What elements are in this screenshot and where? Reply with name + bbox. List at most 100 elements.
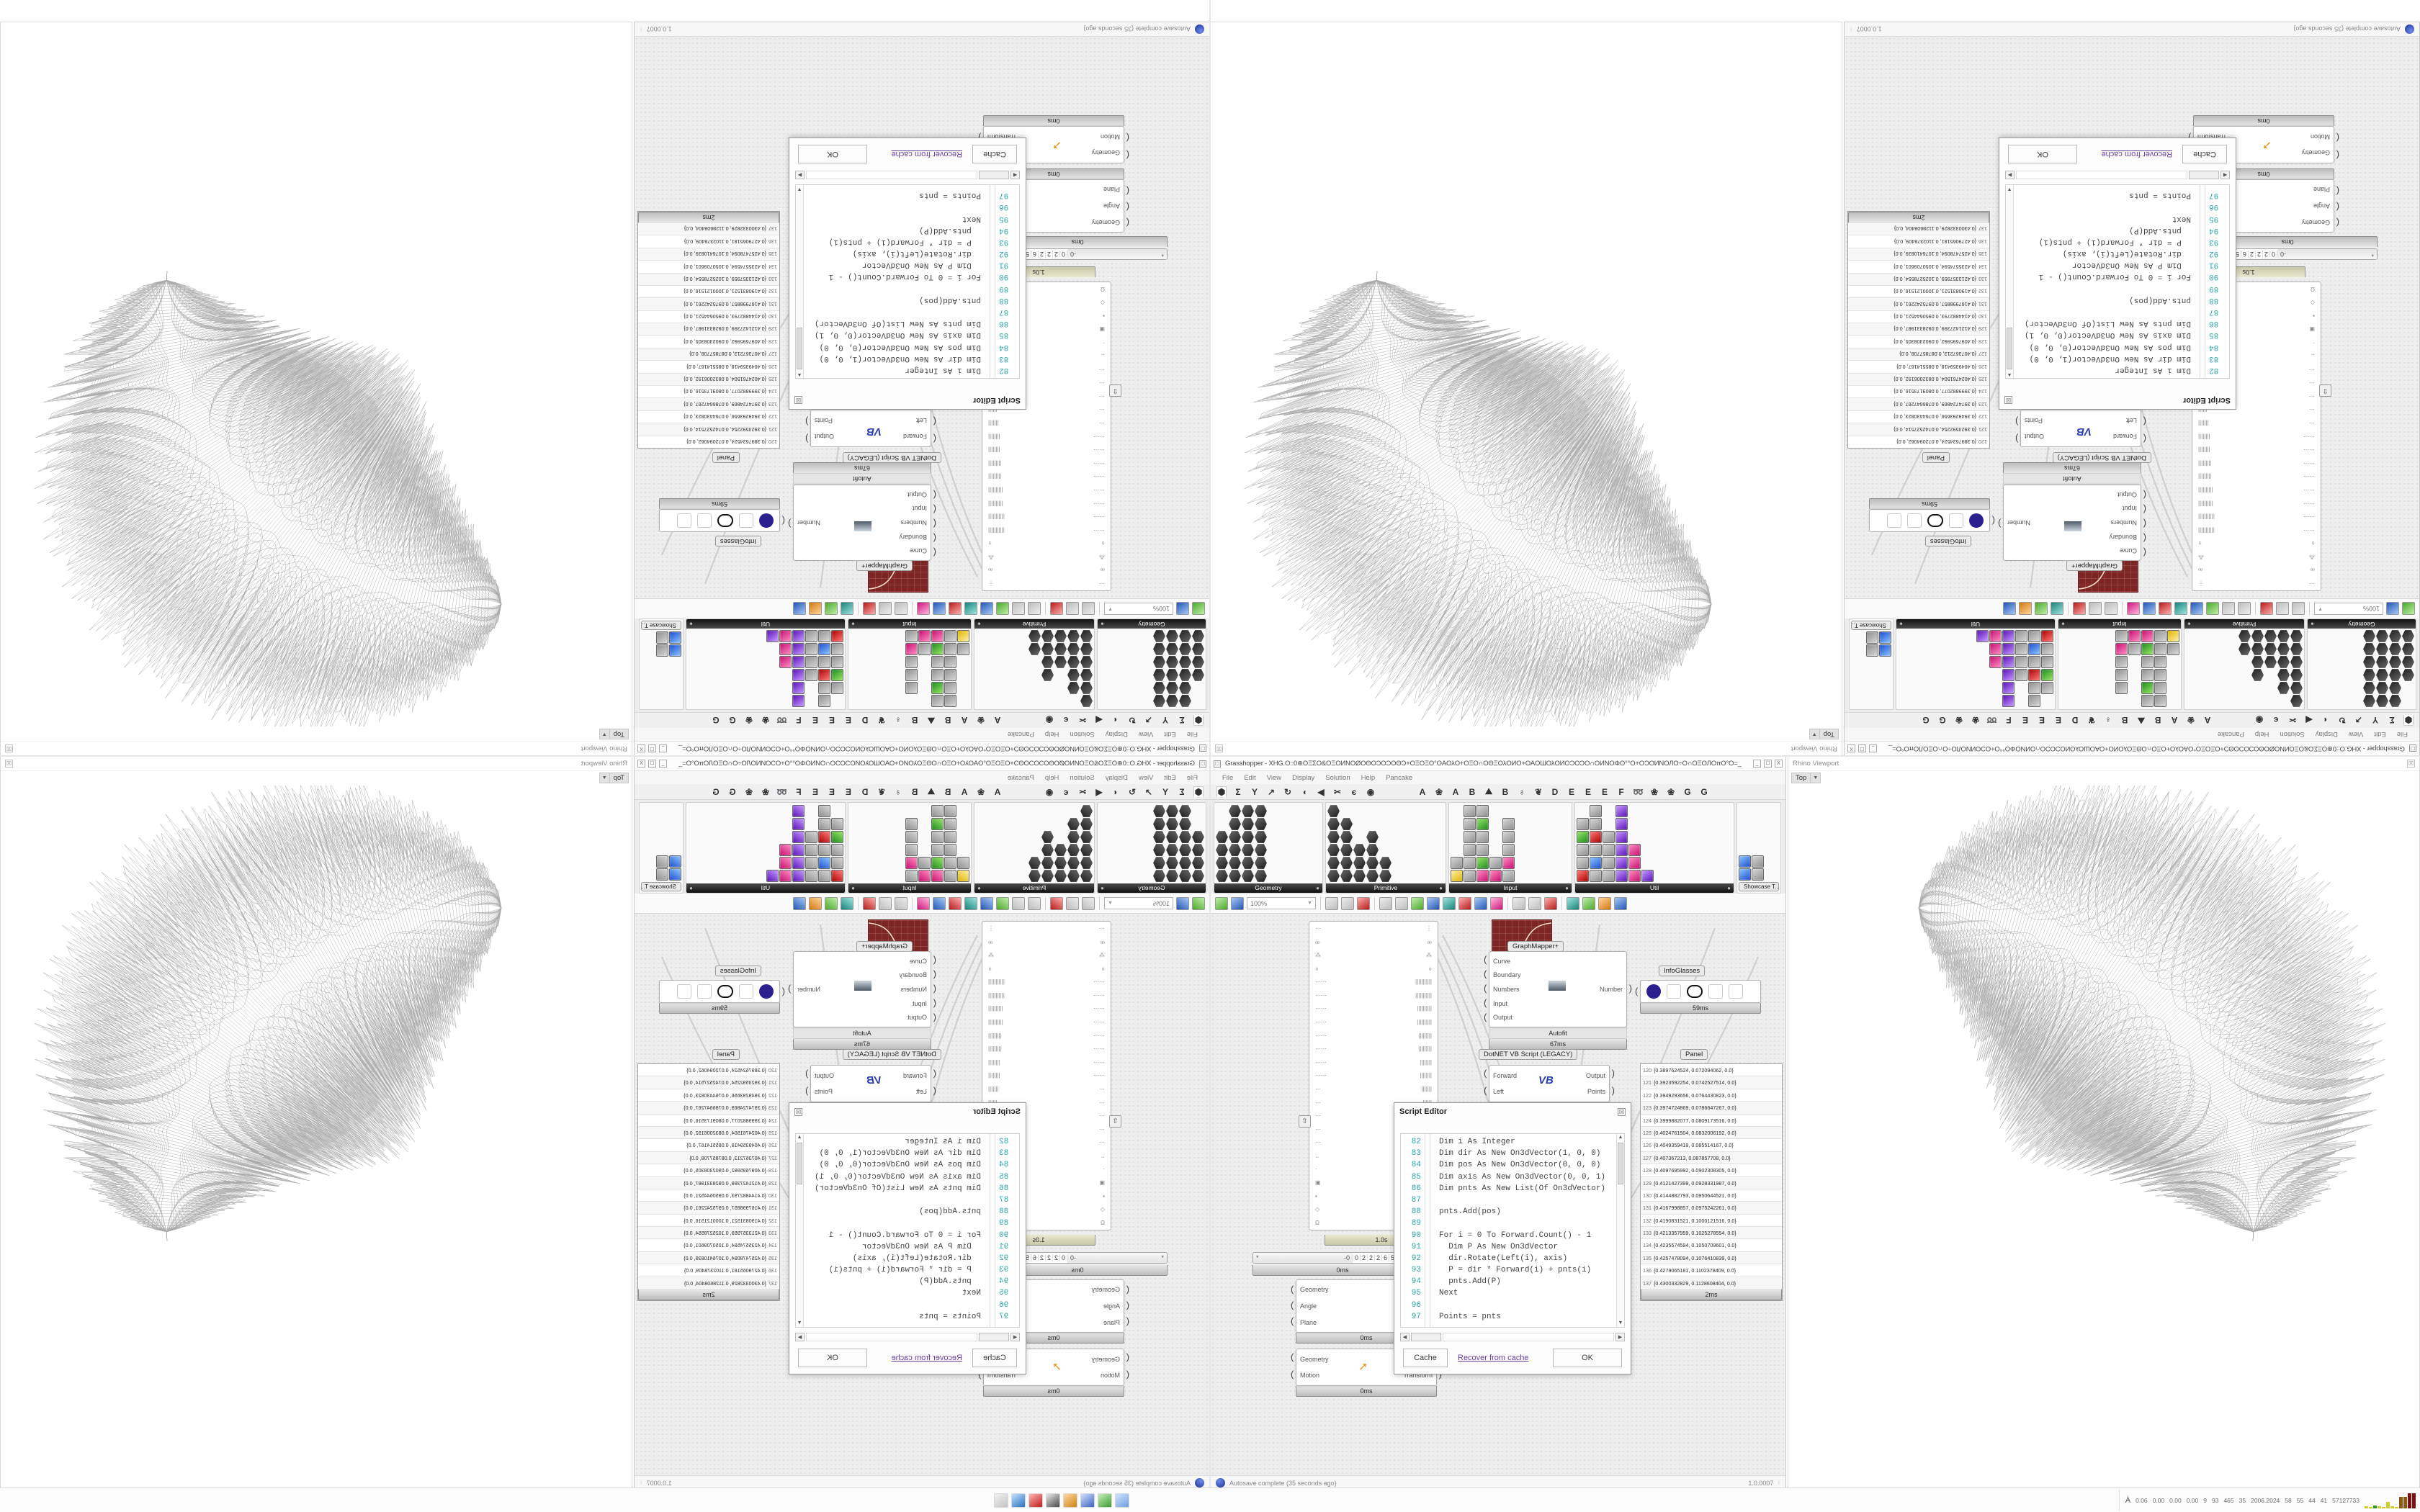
preview-b-icon[interactable] [825,896,838,910]
component-icon[interactable] [1590,818,1602,830]
component-icon[interactable] [1340,831,1353,843]
fit-view-icon[interactable] [1325,896,1338,910]
preview-d-icon[interactable] [793,602,806,616]
pin-icon[interactable]: ● [1316,885,1319,891]
node-infoglasses[interactable]: ( 59ms [1635,980,1761,1014]
component-icon[interactable] [1489,870,1502,882]
node-infoglasses-label[interactable]: InfoGlasses [714,966,761,976]
component-icon[interactable] [1179,857,1191,869]
scroll-thumb[interactable] [1411,1333,1441,1341]
component-icon[interactable] [805,656,817,668]
data-panel[interactable]: 120{0.3897624524, 0.072094062, 0.0} 121{… [1640,1063,1783,1302]
cache-button[interactable]: Cache [972,1349,1017,1367]
menu-solution[interactable]: Solution [1070,773,1095,782]
pin-icon[interactable]: ● [2061,621,2065,627]
component-icon[interactable] [831,630,843,642]
help-icon[interactable] [1490,896,1503,910]
ribbon-tab-sets[interactable]: Υ [1162,715,1169,726]
layers-icon[interactable] [949,896,962,910]
ribbon-tab-extra-9[interactable]: E [1568,786,1574,797]
component-icon[interactable] [2154,643,2166,655]
node-vbscript-body[interactable]: Forward Output Left Points (( )) VB [1484,1065,1615,1102]
ribbon-tab-extra-4[interactable]: ⛰ [2137,716,2146,726]
search-money-icon[interactable] [933,602,946,616]
component-icon[interactable] [1179,630,1191,642]
ribbon-tab-extra-0[interactable]: A [994,715,1001,726]
component-icon[interactable] [805,669,817,681]
widget-icon[interactable] [1379,896,1392,910]
component-icon[interactable] [1179,818,1191,830]
component-icon[interactable] [944,682,956,694]
component-icon[interactable] [1327,805,1340,817]
component-icon[interactable] [1340,844,1353,856]
component-icon[interactable] [1502,818,1515,830]
component-icon[interactable] [1179,669,1191,681]
ribbon-tab-display[interactable]: ◉ [1045,786,1054,797]
node-graphmapper-label[interactable]: GraphMapper+ [856,941,913,952]
node-graphmapper-body[interactable]: Curve Boundary Numbers Number Input Outpu… [788,485,936,561]
info-bulb-icon[interactable] [1216,1478,1225,1488]
component-icon[interactable] [1628,844,1641,856]
chevron-down-icon[interactable]: ▼ [599,773,610,783]
menu-solution[interactable]: Solution [1070,730,1095,739]
ribbon-tab-vector[interactable]: ↗ [1144,715,1153,726]
ribbon-tab-extra-0[interactable]: A [2204,715,2211,726]
component-icon[interactable] [1153,857,1165,869]
component-icon[interactable] [1179,844,1191,856]
data-panel[interactable]: 120{0.3897624524, 0.072094062, 0.0} 121{… [637,210,780,449]
pin-icon[interactable]: ● [1101,885,1104,891]
component-icon[interactable] [766,630,779,642]
component-icon[interactable] [1577,857,1589,869]
component-icon[interactable] [2028,669,2040,681]
component-icon[interactable] [1615,831,1628,843]
component-icon[interactable] [2290,656,2303,668]
node-graphmapper[interactable]: Curve Boundary Numbers Number Input Outpu… [1998,462,2146,561]
scroll-thumb[interactable] [2189,171,2219,179]
component-icon[interactable] [2376,630,2388,642]
component-icon[interactable] [1080,643,1093,655]
component-icon[interactable] [2028,656,2040,668]
preview-a-icon[interactable] [841,602,853,616]
info-bulb-icon[interactable] [1195,1478,1204,1488]
ribbon-tab-extra-10[interactable]: E [829,786,835,797]
palette-showcase[interactable]: Showcase T.. [1849,618,1894,710]
glasses-icon[interactable] [717,514,733,527]
code-text[interactable]: Dim i As Integer Dim dir As New On3dVect… [2014,185,2200,378]
data-panel[interactable]: 120{0.3897624524, 0.072094062, 0.0} 121{… [1847,210,1990,449]
component-icon[interactable] [792,857,805,869]
component-icon[interactable] [2015,643,2027,655]
component-icon[interactable] [931,818,944,830]
chevron-down-icon[interactable]: ▼ [599,729,610,739]
info-bulb-icon[interactable] [1195,24,1204,34]
component-icon[interactable] [2238,643,2251,655]
component-icon[interactable] [1166,682,1178,694]
component-icon[interactable] [2251,656,2264,668]
explorer-icon[interactable] [994,1493,1008,1508]
layers-icon[interactable] [1458,896,1471,910]
close-button[interactable]: X [1775,760,1783,768]
component-icon[interactable] [2264,630,2277,642]
component-icon[interactable] [805,870,817,882]
ok-button[interactable]: OK [1553,1349,1622,1367]
component-icon[interactable] [1502,857,1515,869]
node-graphmapper[interactable]: Curve Boundary Numbers Number Input Outpu… [788,462,936,561]
component-icon[interactable] [669,868,681,881]
preview-b-icon[interactable] [1582,896,1595,910]
component-icon[interactable] [1192,643,1204,655]
component-icon[interactable] [1255,857,1267,869]
chevron-down-icon[interactable]: ▼ [1108,606,1113,611]
component-icon[interactable] [905,857,918,869]
component-icon[interactable] [2115,682,2128,694]
ribbon-tab-extra-7[interactable]: ❦ [2087,715,2096,726]
component-icon[interactable] [1216,857,1228,869]
component-icon[interactable] [1379,857,1392,869]
ribbon-tab-extra-9[interactable]: E [2056,715,2062,726]
component-icon[interactable] [1615,818,1628,830]
component-icon[interactable] [1067,682,1080,694]
pin-icon[interactable]: ● [977,885,981,891]
ribbon-tab-extra-10[interactable]: E [2039,715,2045,726]
publish-icon[interactable] [996,896,1009,910]
component-icon[interactable] [1067,630,1080,642]
component-icon[interactable] [1229,818,1241,830]
component-icon[interactable] [1502,870,1515,882]
